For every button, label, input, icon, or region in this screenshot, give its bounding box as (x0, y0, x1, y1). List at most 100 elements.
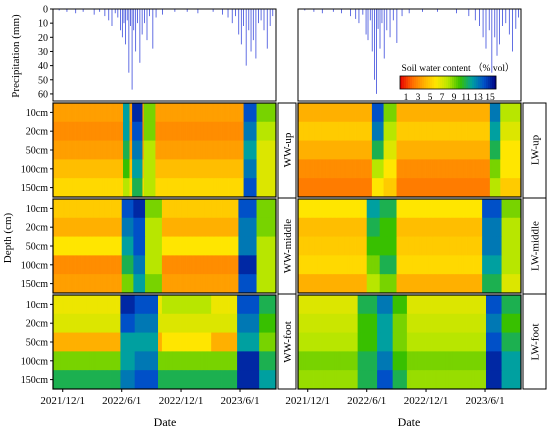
heatmap-cell (351, 351, 353, 371)
heatmap-cell (116, 236, 119, 256)
heatmap-cell (233, 255, 235, 275)
heatmap-cell (448, 121, 451, 141)
heatmap-cell (299, 332, 301, 352)
heatmap-cell (441, 159, 444, 179)
heatmap-cell (427, 199, 430, 219)
heatmap-cell (228, 217, 230, 237)
heatmap-cell (76, 217, 79, 237)
heatmap-cell (91, 199, 94, 219)
heatmap-cell (163, 140, 165, 160)
heatmap-cell (496, 140, 499, 160)
heatmap-cell (443, 274, 445, 294)
heatmap-cell (218, 236, 221, 256)
heatmap-cell (438, 313, 440, 333)
heatmap-cell (99, 159, 102, 179)
heatmap-cell (515, 236, 518, 256)
heatmap-cell (388, 236, 391, 256)
heatmap-cell (60, 255, 63, 275)
heatmap-cell (475, 159, 478, 179)
heatmap-cell (390, 121, 392, 141)
heatmap-cell (406, 178, 409, 198)
heatmap-cell (71, 178, 73, 198)
heatmap-cell (215, 199, 217, 219)
heatmap-cell (98, 217, 101, 237)
heatmap-cell (358, 332, 361, 352)
heatmap-cell (108, 295, 111, 315)
heatmap-cell (384, 255, 387, 275)
heatmap-cell (102, 255, 104, 275)
heatmap-cell (313, 274, 316, 294)
heatmap-cell (383, 332, 386, 352)
heatmap-cell (409, 103, 412, 123)
heatmap-cell (352, 199, 355, 219)
heatmap-cell (383, 159, 386, 179)
heatmap-cell (186, 351, 189, 371)
heatmap-cell (67, 255, 69, 275)
heatmap-cell (325, 159, 327, 179)
heatmap-cell (117, 351, 120, 371)
heatmap-cell (444, 295, 447, 315)
heatmap-cell (462, 178, 465, 198)
heatmap-cell (489, 178, 492, 198)
heatmap-cell (403, 103, 405, 123)
heatmap-cell (401, 313, 404, 333)
heatmap-cell (191, 103, 194, 123)
heatmap-cell (379, 236, 382, 256)
heatmap-cell (84, 255, 86, 275)
heatmap-cell (229, 178, 232, 198)
heatmap-cell (508, 255, 510, 275)
heatmap-cell (68, 332, 71, 352)
heatmap-cell (195, 236, 198, 256)
heatmap-cell (312, 217, 314, 237)
heatmap-cell (169, 332, 172, 352)
heatmap-cell (95, 351, 98, 371)
heatmap-cell (397, 351, 400, 371)
heatmap-cell (431, 103, 434, 123)
heatmap-cell (173, 274, 176, 294)
heatmap-cell (141, 178, 143, 198)
heatmap-cell (150, 332, 152, 352)
heatmap-cell (518, 295, 521, 315)
heatmap-cell (103, 274, 106, 294)
heatmap-cell (307, 274, 309, 294)
heatmap-cell (379, 255, 382, 275)
heatmap-cell (397, 255, 400, 275)
heatmap-cell (355, 332, 357, 352)
heatmap-cell (54, 236, 56, 256)
heatmap-cell (237, 313, 239, 333)
heatmap-cell (194, 351, 197, 371)
heatmap-cell (84, 295, 86, 315)
heatmap-cell (141, 236, 143, 256)
heatmap-cell (413, 178, 416, 198)
heatmap-cell (77, 236, 80, 256)
heatmap-cell (81, 255, 84, 275)
heatmap-cell (211, 295, 213, 315)
heatmap-cell (500, 313, 502, 333)
heatmap-cell (484, 295, 487, 315)
heatmap-cell (76, 121, 79, 141)
heatmap-cell (253, 178, 256, 198)
heatmap-cell (75, 351, 77, 371)
heatmap-cell (125, 178, 128, 198)
heatmap-cell (85, 103, 88, 123)
heatmap-cell (382, 332, 384, 352)
heatmap-cell (325, 351, 327, 371)
heatmap-cell (410, 295, 413, 315)
heatmap-cell (369, 274, 372, 294)
heatmap-cell (368, 178, 370, 198)
heatmap-cell (383, 295, 386, 315)
heatmap-cell (60, 159, 63, 179)
heatmap-cell (404, 140, 407, 160)
heatmap-cell (121, 217, 124, 237)
heatmap-cell (511, 159, 514, 179)
heatmap-cell (304, 295, 307, 315)
heatmap-cell (226, 332, 229, 352)
heatmap-cell (261, 370, 264, 390)
heatmap-cell (515, 159, 518, 179)
heatmap-cell (466, 274, 469, 294)
heatmap-cell (397, 178, 400, 198)
heatmap-cell (447, 121, 449, 141)
heatmap-cell (489, 351, 492, 371)
heatmap-cell (453, 103, 456, 123)
heatmap-cell (112, 313, 115, 333)
